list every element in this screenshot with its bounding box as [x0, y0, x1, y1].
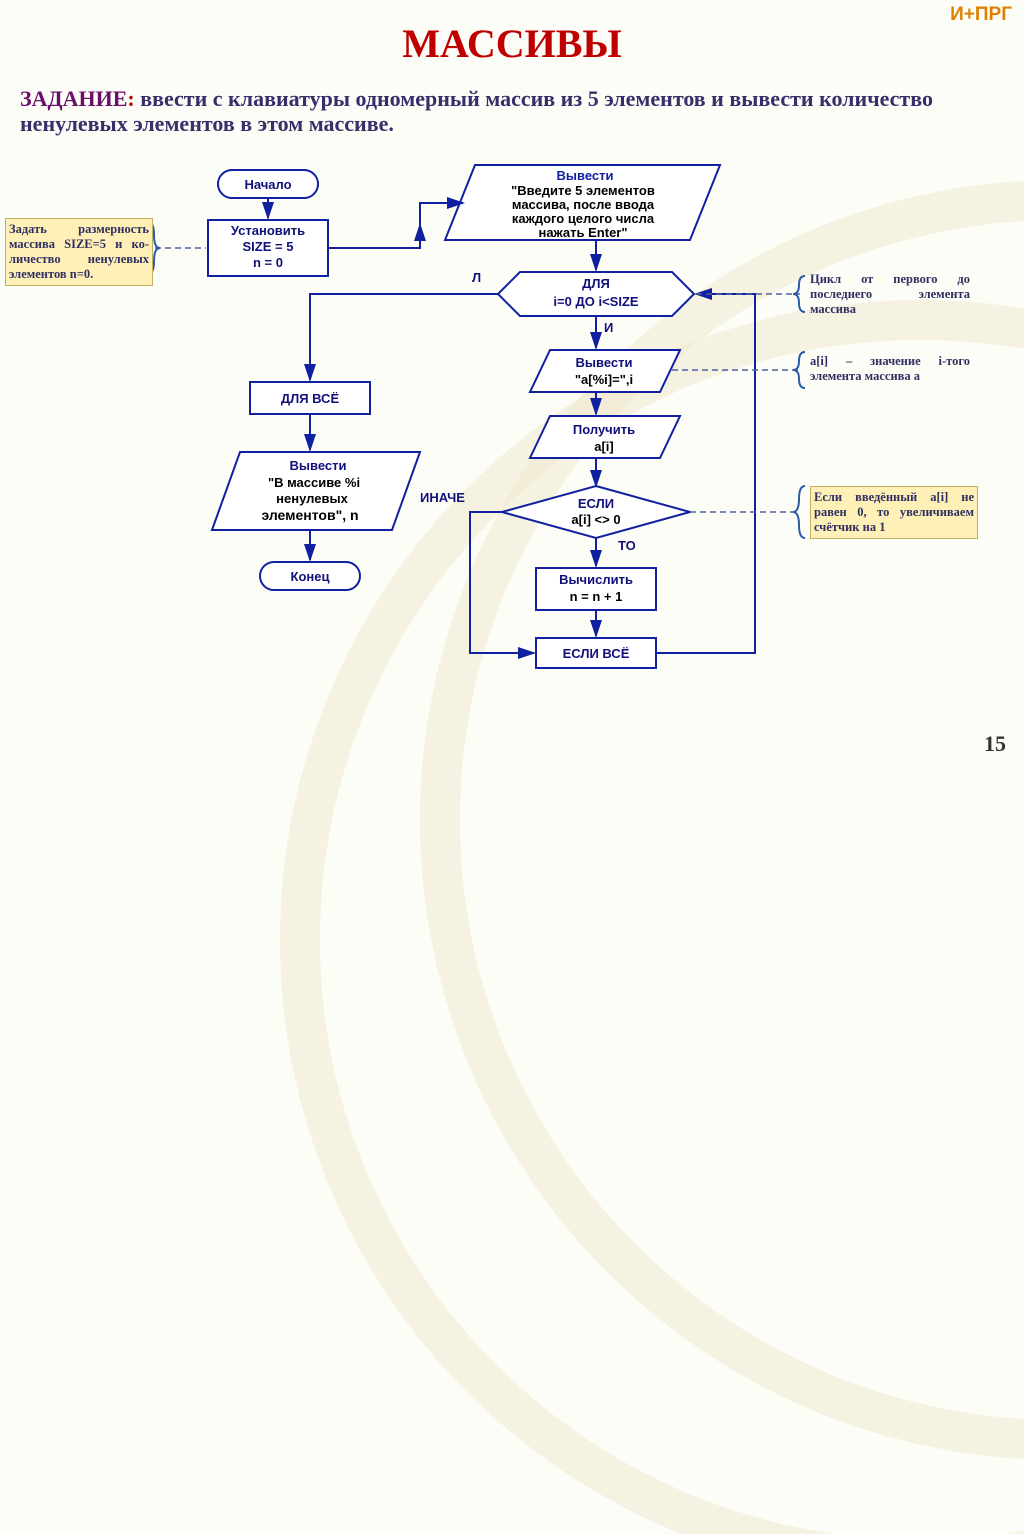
svg-text:ДЛЯ ВСЁ: ДЛЯ ВСЁ — [281, 391, 340, 406]
svg-text:Получить: Получить — [573, 422, 635, 437]
label-else: ИНАЧЕ — [420, 490, 465, 505]
node-for: ДЛЯ i=0 ДО i<SIZE — [498, 272, 694, 316]
svg-text:ненулевых: ненулевых — [276, 491, 348, 506]
svg-text:n = 0: n = 0 — [253, 255, 283, 270]
node-if: ЕСЛИ a[i] <> 0 — [502, 486, 690, 538]
svg-text:ЕСЛИ ВСЁ: ЕСЛИ ВСЁ — [563, 646, 630, 661]
node-start: Начало — [218, 170, 318, 198]
node-end: Конец — [260, 562, 360, 590]
svg-text:a[i]: a[i] — [594, 439, 614, 454]
svg-text:Вывести: Вывести — [576, 355, 633, 370]
svg-text:элементов", n: элементов", n — [261, 507, 358, 523]
node-set: Установить SIZE = 5 n = 0 — [208, 220, 328, 276]
svg-text:Установить: Установить — [231, 223, 305, 238]
node-calc: Вычислить n = n + 1 — [536, 568, 656, 610]
node-output-result: Вывести "В массиве %i ненулевых элементо… — [212, 452, 420, 530]
svg-text:i=0 ДО i<SIZE: i=0 ДО i<SIZE — [553, 294, 638, 309]
svg-text:ДЛЯ: ДЛЯ — [582, 276, 610, 291]
svg-text:каждого целого числа: каждого целого числа — [512, 211, 655, 226]
label-false: Л — [472, 270, 481, 285]
svg-text:Вывести: Вывести — [557, 168, 614, 183]
page-number: 15 — [984, 731, 1006, 757]
note-if: Если введённый a[i] не равен 0, то увели… — [810, 486, 978, 539]
node-forend: ДЛЯ ВСЁ — [250, 382, 370, 414]
svg-text:SIZE = 5: SIZE = 5 — [243, 239, 294, 254]
note-loop: Цикл от первого до последнего элемента м… — [810, 272, 970, 317]
label-true-loop: И — [604, 320, 613, 335]
svg-text:"Введите 5 элементов: "Введите 5 элементов — [511, 183, 655, 198]
svg-text:Начало: Начало — [244, 177, 291, 192]
node-output-prompt: Вывести "Введите 5 элементов массива, по… — [445, 165, 720, 240]
svg-text:Конец: Конец — [291, 569, 330, 584]
svg-text:"a[%i]=",i: "a[%i]=",i — [575, 372, 633, 387]
svg-text:Вычислить: Вычислить — [559, 572, 633, 587]
node-output-index: Вывести "a[%i]=",i — [530, 350, 680, 392]
svg-text:массива, после ввода: массива, после ввода — [512, 197, 655, 212]
svg-text:"В массиве %i: "В массиве %i — [268, 475, 360, 490]
note-ai: a[i] – значение i-того элемента массива … — [810, 354, 970, 384]
svg-text:n = n + 1: n = n + 1 — [570, 589, 623, 604]
node-ifend: ЕСЛИ ВСЁ — [536, 638, 656, 668]
note-size: Задать размерность массива SIZE=5 и ко-л… — [5, 218, 153, 286]
svg-text:Вывести: Вывести — [290, 458, 347, 473]
svg-text:нажать Enter": нажать Enter" — [538, 225, 627, 240]
svg-text:a[i] <> 0: a[i] <> 0 — [571, 512, 620, 527]
label-then: ТО — [618, 538, 636, 553]
node-input: Получить a[i] — [530, 416, 680, 458]
svg-text:ЕСЛИ: ЕСЛИ — [578, 496, 614, 511]
